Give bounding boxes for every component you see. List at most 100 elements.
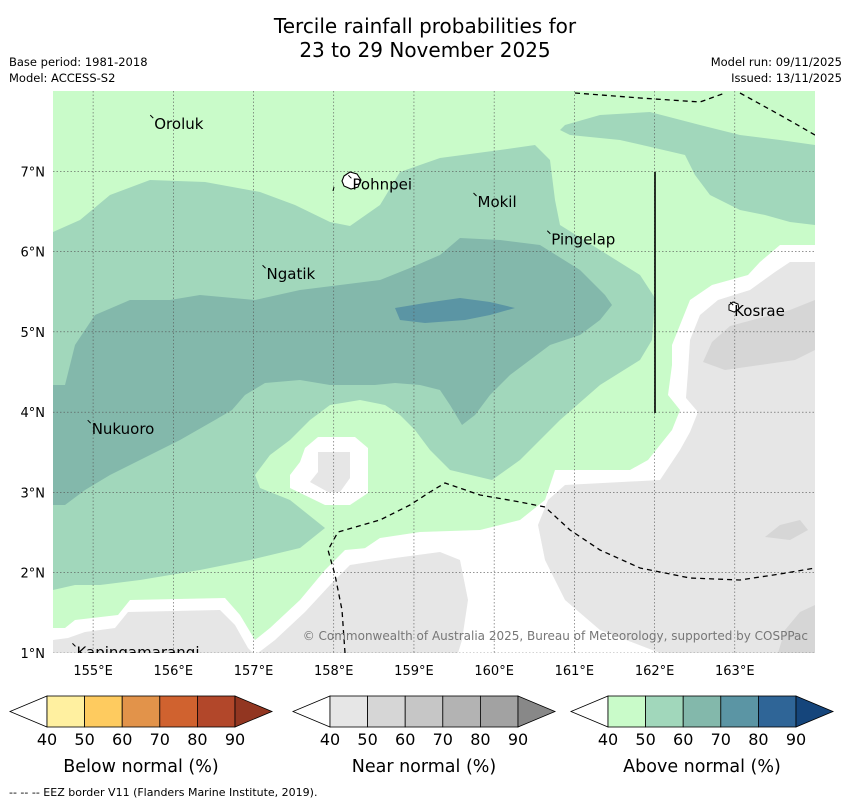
colorbar-segment bbox=[329, 695, 368, 728]
colorbar-tick: 50 bbox=[635, 730, 655, 749]
eez-border-north bbox=[574, 92, 726, 103]
near-normal-50-60-small-area bbox=[765, 520, 808, 540]
title-line-1: Tercile rainfall probabilities for bbox=[273, 14, 577, 38]
colorbar-segment bbox=[442, 695, 481, 728]
colorbar-segment bbox=[720, 695, 759, 728]
place-marker bbox=[473, 192, 477, 197]
colorbar-tick: 70 bbox=[433, 730, 453, 749]
colorbar-low-tip bbox=[291, 695, 331, 728]
lon-tick-label: 162°E bbox=[635, 664, 675, 679]
lon-tick-label: 161°E bbox=[555, 664, 595, 679]
lat-tick-label: 6°N bbox=[21, 246, 46, 261]
colorbar-tick: 90 bbox=[225, 730, 245, 749]
place-label: Pingelap bbox=[551, 231, 615, 249]
map-panel: Oroluk Pohnpei Mokil Pingelap Ngatik Kosrae Nu… bbox=[53, 91, 815, 661]
lon-tick-label: 156°E bbox=[154, 664, 194, 679]
place-marker bbox=[149, 114, 154, 119]
colorbar-segment bbox=[607, 695, 646, 728]
lon-tick-label: 158°E bbox=[314, 664, 354, 679]
place-label: Kapingamarangi bbox=[76, 643, 199, 661]
issued-text: Issued: 13/11/2025 bbox=[731, 71, 842, 85]
colorbar-segment bbox=[479, 695, 519, 728]
place-label: Ngatik bbox=[267, 265, 316, 283]
lon-tick-label: 160°E bbox=[474, 664, 514, 679]
lon-tick-label: 155°E bbox=[73, 664, 113, 679]
colorbar-label: Above normal (%) bbox=[623, 757, 781, 777]
colorbar-segment bbox=[159, 695, 198, 728]
model-run-text: Model run: 09/11/2025 bbox=[710, 55, 842, 69]
footer-note: -- -- -- EEZ border V11 (Flanders Marine… bbox=[9, 786, 318, 799]
model-text: Model: ACCESS-S2 bbox=[9, 71, 116, 85]
colorbar-high-tip bbox=[795, 695, 835, 728]
near-normal-50-60-corner-area bbox=[778, 605, 815, 653]
colorbar-tick: 80 bbox=[187, 730, 207, 749]
pohnpei-islet bbox=[332, 186, 335, 192]
colorbar-segment bbox=[84, 695, 123, 728]
lon-tick-label: 159°E bbox=[394, 664, 434, 679]
colorbar-3: 40 50 60 70 80 90 Above normal (%) bbox=[569, 695, 835, 777]
lat-tick-label: 7°N bbox=[21, 165, 46, 180]
lon-tick-label: 157°E bbox=[234, 664, 274, 679]
colorbar-segment bbox=[404, 695, 444, 728]
colorbar-tick: 70 bbox=[150, 730, 170, 749]
colorbar-2: 40 50 60 70 80 90 Near normal (%) bbox=[291, 695, 557, 777]
colorbar-segment bbox=[121, 695, 161, 728]
colorbar-low-tip bbox=[8, 695, 48, 728]
colorbar-tick: 40 bbox=[598, 730, 618, 749]
near-normal-south-west-area bbox=[53, 610, 253, 653]
lat-tick-label: 3°N bbox=[21, 486, 46, 501]
colorbar-label: Below normal (%) bbox=[63, 757, 218, 777]
place-label: Kosrae bbox=[734, 302, 785, 320]
colorbar-tick: 70 bbox=[711, 730, 731, 749]
colorbar-segment bbox=[196, 695, 236, 728]
pohnpei-island bbox=[341, 171, 362, 190]
axis-labels: 155°E 156°E 157°E 158°E 159°E 160°E 161°E 162°E… bbox=[21, 165, 755, 679]
lat-tick-label: 1°N bbox=[21, 647, 46, 662]
colorbar-1: 40 50 60 70 80 90 Below normal (%) bbox=[8, 695, 274, 777]
meta-right: Model run: 09/11/2025 Issued: 13/11/2025 bbox=[711, 54, 842, 86]
near-normal-50-60-area bbox=[703, 300, 815, 370]
meta-left: Base period: 1981-2018 Model: ACCESS-S2 bbox=[9, 54, 148, 86]
near-normal-island-area bbox=[310, 452, 350, 492]
colorbar-segment bbox=[367, 695, 406, 728]
colorbar-segment bbox=[682, 695, 722, 728]
lat-tick-label: 2°N bbox=[21, 567, 46, 582]
colorbar-tick: 40 bbox=[320, 730, 340, 749]
colorbar-tick: 50 bbox=[357, 730, 377, 749]
map-title: Tercile rainfall probabilities for 23 to… bbox=[0, 14, 850, 62]
colorbar-tick: 60 bbox=[673, 730, 693, 749]
colorbar-low-tip bbox=[569, 695, 609, 728]
place-label: Mokil bbox=[478, 193, 517, 211]
colorbar-tick: 60 bbox=[112, 730, 132, 749]
near-normal-south-area bbox=[258, 552, 468, 653]
place-marker bbox=[546, 230, 551, 235]
above-normal-50-60-north-east-area bbox=[560, 112, 815, 225]
colorbar-high-tip bbox=[517, 695, 557, 728]
eez-border-north-east bbox=[739, 92, 815, 136]
title-line-2: 23 to 29 November 2025 bbox=[299, 38, 551, 62]
kosrae-island bbox=[728, 301, 740, 313]
place-marker bbox=[262, 264, 266, 269]
place-marker bbox=[729, 301, 734, 306]
place-marker bbox=[348, 174, 352, 179]
lon-tick-label: 163°E bbox=[715, 664, 755, 679]
colorbar-tick: 40 bbox=[37, 730, 57, 749]
eez-border-south bbox=[327, 482, 815, 653]
colorbar-tick: 50 bbox=[74, 730, 94, 749]
place-marker bbox=[87, 419, 92, 424]
colorbars: 40 50 60 70 80 90 Below normal (%) 40 50 60 70 80 90… bbox=[8, 695, 835, 777]
above-normal-70-80-area bbox=[395, 298, 515, 323]
lat-tick-label: 5°N bbox=[21, 326, 46, 341]
colorbar-tick: 80 bbox=[748, 730, 768, 749]
colorbar-label: Near normal (%) bbox=[352, 757, 497, 777]
place-labels: Oroluk Pohnpei Mokil Pingelap Ngatik Kosrae Nu… bbox=[72, 114, 785, 661]
colorbar-tick: 80 bbox=[470, 730, 490, 749]
colorbar-segment bbox=[46, 695, 85, 728]
place-label: Pohnpei bbox=[352, 175, 412, 193]
lat-tick-label: 4°N bbox=[21, 406, 46, 421]
eez-borders bbox=[327, 92, 815, 653]
copyright-text: © Commonwealth of Australia 2025, Bureau… bbox=[303, 629, 808, 643]
colorbar-tick: 90 bbox=[508, 730, 528, 749]
place-marker bbox=[72, 643, 76, 647]
